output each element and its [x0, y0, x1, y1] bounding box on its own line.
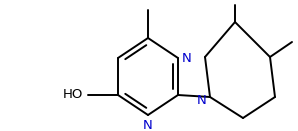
Text: N: N	[143, 119, 153, 131]
Text: N: N	[182, 51, 192, 64]
Text: N: N	[197, 94, 207, 107]
Text: HO: HO	[63, 89, 83, 102]
